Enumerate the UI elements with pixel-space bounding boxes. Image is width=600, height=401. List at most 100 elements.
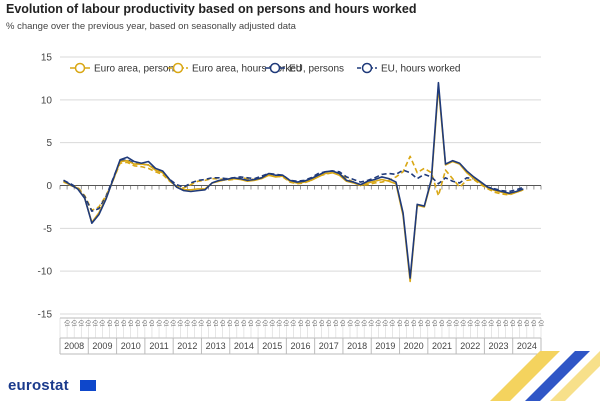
quarter-tick-label: Q1 [297, 320, 303, 327]
legend-swatch-marker [172, 62, 184, 74]
quarter-tick-label: Q1 [99, 320, 105, 327]
quarter-tick-label: Q1 [459, 320, 465, 327]
y-tick-label: 15 [41, 53, 53, 64]
legend-swatch-marker [361, 62, 373, 74]
legend-swatch-marker [269, 62, 281, 74]
quarter-tick-label: Q1 [205, 320, 211, 327]
quarter-tick-label: Q1 [474, 320, 480, 327]
quarter-tick-label: Q1 [134, 320, 140, 327]
quarter-tick-label: Q1 [233, 320, 239, 327]
quarter-tick-label: Q1 [155, 320, 161, 327]
quarter-tick-label: Q1 [445, 320, 451, 327]
year-tick-label: 2008 [64, 341, 84, 351]
year-tick-label: 2016 [290, 341, 310, 351]
year-tick-label: 2018 [347, 341, 367, 351]
y-tick-label: -15 [38, 310, 53, 321]
quarter-tick-label: Q1 [410, 320, 416, 327]
quarter-tick-label: Q1 [240, 320, 246, 327]
quarter-tick-label: Q1 [148, 320, 154, 327]
quarter-tick-label: Q1 [509, 320, 515, 327]
quarter-tick-label: Q1 [516, 320, 522, 327]
legend-label[interactable]: EU, hours worked [381, 64, 460, 75]
quarter-tick-label: Q1 [417, 320, 423, 327]
y-tick-label: -5 [43, 224, 52, 235]
x-axis: Q1 Q1 Q1 Q1 Q1 Q1 Q1 Q1 Q1 Q1 Q1 Q1 Q1 Q1 Q1 Q1 Q1 Q1 Q1 Q1… [59, 185, 543, 355]
quarter-tick-label: Q1 [92, 320, 98, 327]
year-tick-label: 2015 [262, 341, 282, 351]
legend-swatch-marker [74, 62, 86, 74]
quarter-tick-label: Q1 [283, 320, 289, 327]
year-tick-label: 2010 [121, 341, 141, 351]
y-tick-label: 10 [41, 95, 53, 106]
chart-subtitle: % change over the previous year, based o… [6, 21, 296, 32]
chart-title: Evolution of labour productivity based o… [6, 2, 417, 16]
legend-label[interactable]: Euro area, persons [94, 64, 179, 75]
quarter-tick-label: Q1 [346, 320, 352, 327]
quarter-tick-label: Q1 [339, 320, 345, 327]
quarter-tick-label: Q1 [488, 320, 494, 327]
quarter-tick-label: Q1 [467, 320, 473, 327]
series-line-2 [63, 81, 524, 279]
quarter-tick-label: Q1 [191, 320, 197, 327]
quarter-tick-label: Q1 [375, 320, 381, 327]
y-tick-label: 5 [46, 138, 52, 149]
quarter-tick-label: Q1 [332, 320, 338, 327]
quarter-tick-label: Q1 [177, 320, 183, 327]
year-tick-label: 2009 [92, 341, 112, 351]
eurostat-logo: eurostat [8, 377, 69, 394]
year-tick-label: 2020 [404, 341, 424, 351]
quarter-tick-label: Q1 [219, 320, 225, 327]
quarter-tick-label: Q1 [502, 320, 508, 327]
quarter-tick-label: Q1 [382, 320, 388, 327]
quarter-tick-label: Q1 [63, 320, 69, 327]
y-axis: 15 10 5 0 -5 -10 -15 [38, 53, 53, 321]
year-tick-label: 2014 [234, 341, 254, 351]
quarter-tick-label: Q1 [120, 320, 126, 327]
series-line-0 [63, 86, 524, 283]
quarter-tick-label: Q1 [226, 320, 232, 327]
quarter-tick-label: Q1 [311, 320, 317, 327]
year-tick-label: 2012 [177, 341, 197, 351]
legend-label[interactable]: EU, persons [289, 64, 344, 75]
series-lines [63, 81, 524, 283]
quarter-tick-label: Q1 [424, 320, 430, 327]
quarter-tick-label: Q1 [290, 320, 296, 327]
quarter-tick-label: Q1 [360, 320, 366, 327]
legend-label[interactable]: Euro area, hours worked [192, 64, 302, 75]
year-tick-label: 2011 [149, 341, 168, 351]
quarter-tick-label: Q1 [431, 320, 437, 327]
quarter-tick-label: Q1 [452, 320, 458, 327]
quarter-tick-label: Q1 [70, 320, 76, 327]
quarter-tick-label: Q1 [318, 320, 324, 327]
quarter-tick-label: Q1 [162, 320, 168, 327]
series-line-1 [63, 155, 524, 212]
quarter-tick-label: Q1 [304, 320, 310, 327]
eu-flag-icon [80, 380, 96, 391]
quarter-tick-label: Q1 [325, 320, 331, 327]
quarter-tick-label: Q1 [127, 320, 133, 327]
quarter-tick-label: Q1 [212, 320, 218, 327]
quarter-tick-label: Q1 [77, 320, 83, 327]
quarter-tick-label: Q1 [523, 320, 529, 327]
year-tick-label: 2023 [489, 341, 509, 351]
quarter-tick-label: Q1 [537, 320, 543, 327]
quarter-tick-label: Q1 [396, 320, 402, 327]
quarter-tick-label: Q1 [184, 320, 190, 327]
quarter-tick-label: Q1 [495, 320, 501, 327]
quarter-tick-label: Q1 [261, 320, 267, 327]
quarter-tick-label: Q1 [106, 320, 112, 327]
legend[interactable]: Euro area, persons Euro area, hours worke… [70, 62, 460, 75]
quarter-tick-label: Q1 [268, 320, 274, 327]
year-tick-label: 2021 [432, 341, 452, 351]
quarter-tick-label: Q1 [438, 320, 444, 327]
quarter-tick-label: Q1 [276, 320, 282, 327]
quarter-tick-label: Q1 [113, 320, 119, 327]
quarter-tick-label: Q1 [353, 320, 359, 327]
year-tick-label: 2022 [460, 341, 480, 351]
corner-decoration [490, 351, 600, 401]
quarter-tick-label: Q1 [247, 320, 253, 327]
quarter-tick-label: Q1 [389, 320, 395, 327]
quarter-tick-label: Q1 [530, 320, 536, 327]
quarter-tick-label: Q1 [169, 320, 175, 327]
